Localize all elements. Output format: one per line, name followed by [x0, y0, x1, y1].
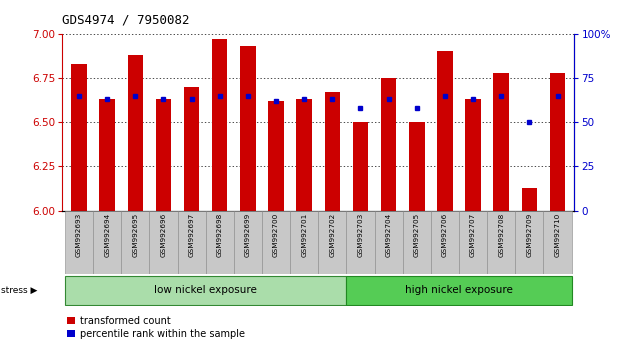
- Bar: [178, 211, 206, 274]
- Bar: [402, 211, 431, 274]
- Text: high nickel exposure: high nickel exposure: [405, 285, 513, 295]
- Bar: [347, 211, 374, 274]
- Bar: [234, 211, 262, 274]
- Text: GDS4974 / 7950082: GDS4974 / 7950082: [62, 13, 189, 27]
- Text: GSM992706: GSM992706: [442, 212, 448, 257]
- Bar: [65, 276, 347, 304]
- Text: GSM992699: GSM992699: [245, 212, 251, 257]
- Text: GSM992703: GSM992703: [358, 212, 363, 257]
- Text: GSM992695: GSM992695: [132, 212, 138, 257]
- Bar: [150, 211, 178, 274]
- Bar: [262, 211, 290, 274]
- Bar: [206, 211, 234, 274]
- Bar: [240, 46, 256, 211]
- Bar: [515, 211, 543, 274]
- Text: GSM992700: GSM992700: [273, 212, 279, 257]
- Bar: [325, 92, 340, 211]
- Bar: [127, 55, 143, 211]
- Bar: [290, 211, 318, 274]
- Text: GSM992701: GSM992701: [301, 212, 307, 257]
- Bar: [543, 211, 571, 274]
- Bar: [487, 211, 515, 274]
- Text: GSM992709: GSM992709: [527, 212, 532, 257]
- Bar: [431, 211, 459, 274]
- Bar: [318, 211, 347, 274]
- Text: GSM992707: GSM992707: [470, 212, 476, 257]
- Bar: [212, 39, 227, 211]
- Bar: [409, 122, 425, 211]
- Text: GSM992696: GSM992696: [160, 212, 166, 257]
- Bar: [494, 73, 509, 211]
- Bar: [184, 87, 199, 211]
- Bar: [459, 211, 487, 274]
- Text: GSM992693: GSM992693: [76, 212, 82, 257]
- Bar: [522, 188, 537, 211]
- Text: stress ▶: stress ▶: [1, 286, 37, 295]
- Bar: [93, 211, 121, 274]
- Bar: [65, 211, 93, 274]
- Text: GSM992704: GSM992704: [386, 212, 392, 257]
- Bar: [156, 99, 171, 211]
- Text: GSM992698: GSM992698: [217, 212, 223, 257]
- Text: GSM992705: GSM992705: [414, 212, 420, 257]
- Text: low nickel exposure: low nickel exposure: [154, 285, 257, 295]
- Bar: [374, 211, 402, 274]
- Text: GSM992694: GSM992694: [104, 212, 110, 257]
- Bar: [268, 101, 284, 211]
- Bar: [347, 276, 571, 304]
- Text: GSM992702: GSM992702: [329, 212, 335, 257]
- Legend: transformed count, percentile rank within the sample: transformed count, percentile rank withi…: [67, 316, 245, 338]
- Text: GSM992697: GSM992697: [189, 212, 194, 257]
- Bar: [381, 78, 396, 211]
- Bar: [121, 211, 150, 274]
- Bar: [437, 51, 453, 211]
- Text: GSM992710: GSM992710: [555, 212, 561, 257]
- Bar: [465, 99, 481, 211]
- Bar: [71, 64, 87, 211]
- Text: GSM992708: GSM992708: [498, 212, 504, 257]
- Bar: [550, 73, 565, 211]
- Bar: [353, 122, 368, 211]
- Bar: [296, 99, 312, 211]
- Bar: [99, 99, 115, 211]
